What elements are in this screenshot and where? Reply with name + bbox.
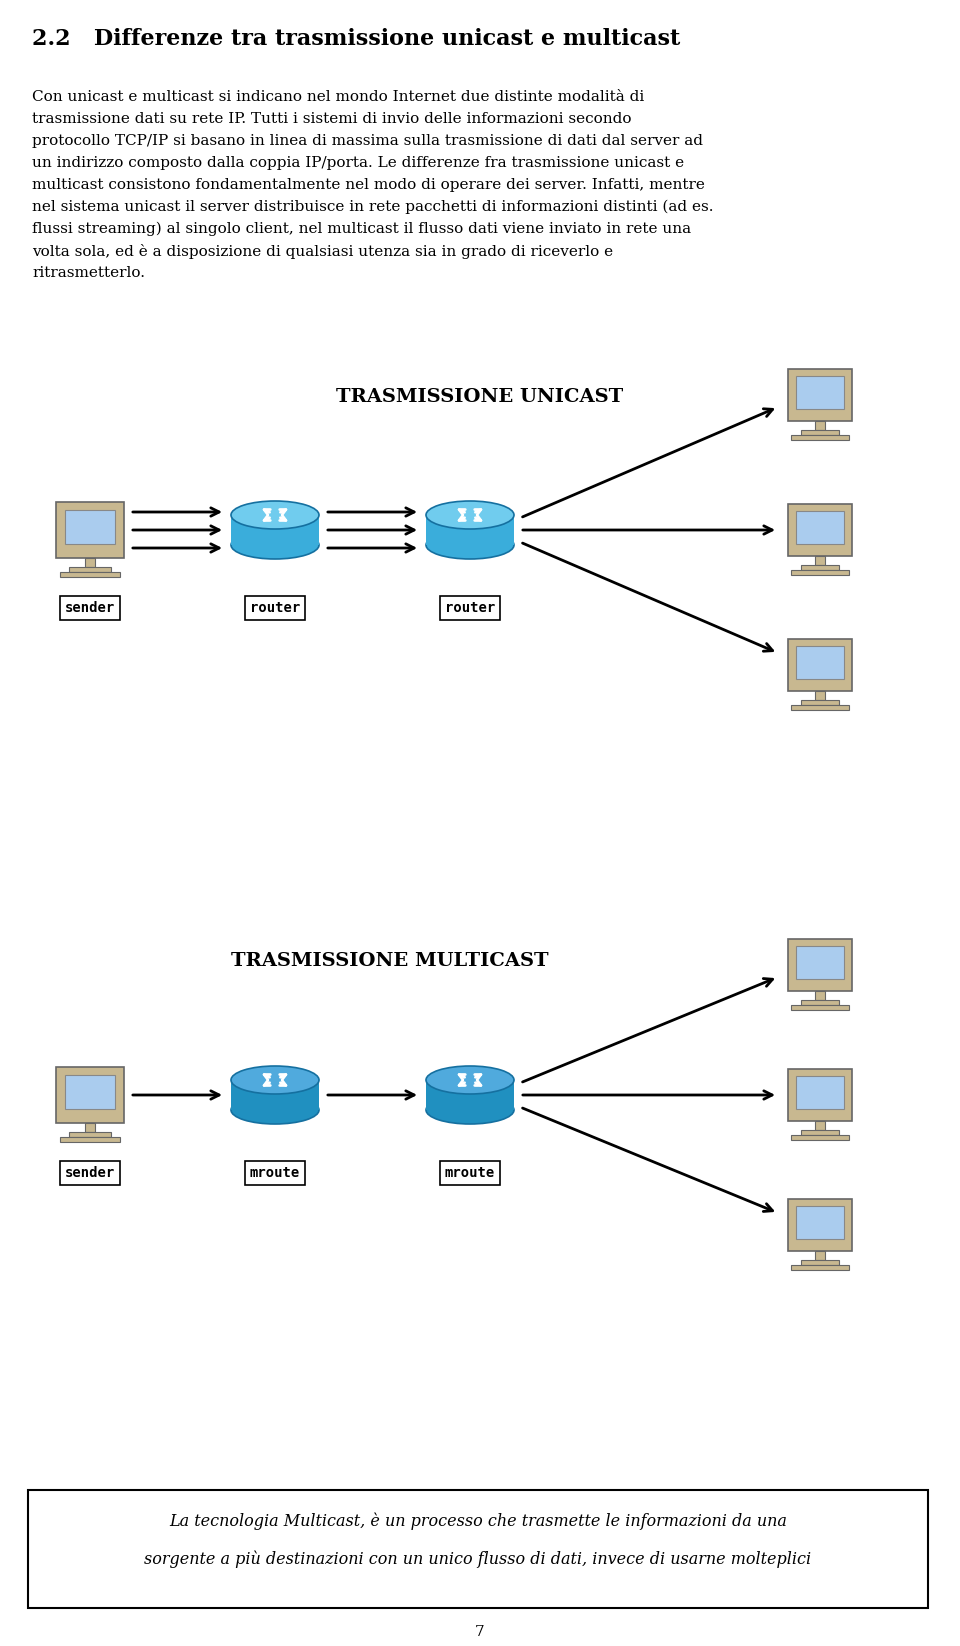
Text: protocollo TCP/IP si basano in linea di massima sulla trasmissione di dati dal s: protocollo TCP/IP si basano in linea di … bbox=[32, 133, 703, 148]
Bar bbox=[791, 1006, 849, 1011]
Bar bbox=[787, 369, 852, 421]
Text: sender: sender bbox=[65, 601, 115, 616]
Bar bbox=[426, 1080, 514, 1109]
Text: TRASMISSIONE UNICAST: TRASMISSIONE UNICAST bbox=[336, 388, 624, 407]
Bar bbox=[85, 558, 95, 566]
Bar bbox=[791, 435, 849, 439]
Bar bbox=[787, 1068, 852, 1121]
Bar bbox=[796, 512, 844, 543]
Bar bbox=[787, 639, 852, 691]
Bar bbox=[815, 1121, 825, 1129]
FancyBboxPatch shape bbox=[28, 1490, 928, 1608]
Bar bbox=[801, 430, 839, 435]
Bar bbox=[64, 510, 115, 545]
Bar bbox=[426, 515, 514, 545]
Bar bbox=[815, 991, 825, 1001]
Bar bbox=[231, 1080, 319, 1109]
Bar bbox=[801, 700, 839, 704]
Bar bbox=[787, 1198, 852, 1251]
Bar bbox=[60, 573, 120, 578]
Text: TRASMISSIONE MULTICAST: TRASMISSIONE MULTICAST bbox=[231, 951, 549, 969]
Bar bbox=[791, 1136, 849, 1141]
Text: Con unicast e multicast si indicano nel mondo Internet due distinte modalità di: Con unicast e multicast si indicano nel … bbox=[32, 91, 644, 104]
Text: nel sistema unicast il server distribuisce in rete pacchetti di informazioni dis: nel sistema unicast il server distribuis… bbox=[32, 201, 713, 214]
Bar bbox=[815, 421, 825, 430]
Text: mroute: mroute bbox=[250, 1165, 300, 1180]
Ellipse shape bbox=[426, 1067, 514, 1095]
Text: sender: sender bbox=[65, 1165, 115, 1180]
Bar bbox=[64, 1075, 115, 1109]
Text: 7: 7 bbox=[475, 1625, 485, 1639]
Text: trasmissione dati su rete IP. Tutti i sistemi di invio delle informazioni second: trasmissione dati su rete IP. Tutti i si… bbox=[32, 112, 632, 127]
Text: router: router bbox=[250, 601, 300, 616]
Bar bbox=[791, 704, 849, 709]
Bar bbox=[231, 515, 319, 545]
Bar bbox=[85, 1123, 95, 1132]
Bar bbox=[796, 377, 844, 408]
Ellipse shape bbox=[426, 1096, 514, 1124]
Bar bbox=[60, 1137, 120, 1142]
Bar bbox=[815, 556, 825, 565]
Bar bbox=[787, 938, 852, 991]
Bar bbox=[791, 570, 849, 574]
Bar bbox=[787, 504, 852, 556]
Text: volta sola, ed è a disposizione di qualsiasi utenza sia in grado di riceverlo e: volta sola, ed è a disposizione di quals… bbox=[32, 244, 613, 258]
Ellipse shape bbox=[231, 1096, 319, 1124]
Text: router: router bbox=[444, 601, 495, 616]
Text: sorgente a più destinazioni con un unico flusso di dati, invece di usarne moltep: sorgente a più destinazioni con un unico… bbox=[144, 1551, 811, 1567]
Bar bbox=[796, 1207, 844, 1238]
Text: flussi streaming) al singolo client, nel multicast il flusso dati viene inviato : flussi streaming) al singolo client, nel… bbox=[32, 222, 691, 237]
Text: un indirizzo composto dalla coppia IP/porta. Le differenze fra trasmissione unic: un indirizzo composto dalla coppia IP/po… bbox=[32, 156, 684, 170]
Text: ritrasmetterlo.: ritrasmetterlo. bbox=[32, 267, 145, 280]
Ellipse shape bbox=[426, 500, 514, 528]
Ellipse shape bbox=[231, 500, 319, 528]
Ellipse shape bbox=[231, 1067, 319, 1095]
Bar bbox=[791, 1266, 849, 1271]
Bar bbox=[69, 1132, 110, 1137]
Bar bbox=[801, 1001, 839, 1006]
Bar bbox=[801, 1259, 839, 1266]
Bar bbox=[796, 946, 844, 979]
Bar bbox=[56, 1068, 124, 1123]
Bar bbox=[801, 565, 839, 570]
Bar bbox=[56, 502, 124, 558]
Ellipse shape bbox=[426, 532, 514, 560]
Bar bbox=[796, 1076, 844, 1108]
Text: 2.2   Differenze tra trasmissione unicast e multicast: 2.2 Differenze tra trasmissione unicast … bbox=[32, 28, 681, 49]
Bar bbox=[796, 647, 844, 678]
Ellipse shape bbox=[231, 532, 319, 560]
Bar bbox=[815, 691, 825, 700]
Text: La tecnologia Multicast, è un processo che trasmette le informazioni da una: La tecnologia Multicast, è un processo c… bbox=[169, 1513, 787, 1529]
Bar bbox=[815, 1251, 825, 1259]
Bar bbox=[69, 566, 110, 573]
Bar bbox=[801, 1129, 839, 1136]
Text: multicast consistono fondamentalmente nel modo di operare dei server. Infatti, m: multicast consistono fondamentalmente ne… bbox=[32, 178, 705, 193]
Text: mroute: mroute bbox=[444, 1165, 495, 1180]
